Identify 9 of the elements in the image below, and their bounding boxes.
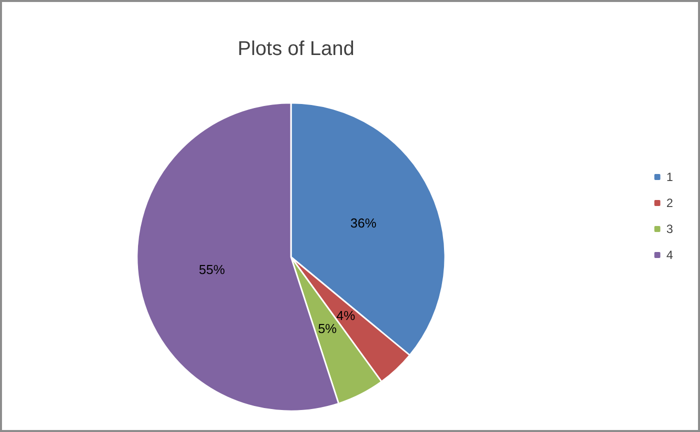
legend-label: 2 (666, 196, 674, 210)
legend-label: 4 (666, 248, 674, 262)
data-label: 5% (318, 320, 338, 336)
chart-title: Plots of Land (238, 38, 354, 60)
legend-label: 3 (666, 222, 674, 236)
legend-label: 1 (666, 170, 674, 184)
data-label: 4% (336, 308, 356, 323)
data-label: 36% (350, 215, 377, 230)
data-label: 55% (198, 262, 226, 278)
